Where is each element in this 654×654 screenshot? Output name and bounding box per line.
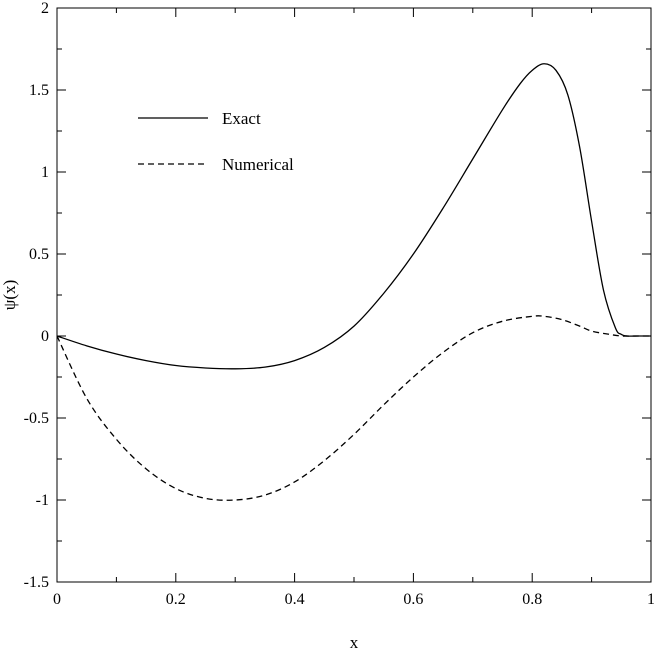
x-tick-label: 1 [647,591,654,608]
x-axis-label: x [350,633,359,652]
x-tick-label: 0.2 [166,591,186,608]
x-tick-label: 0.8 [522,591,542,608]
x-tick-label: 0.4 [285,591,305,608]
y-tick-label: 2 [41,0,49,17]
series-line-exact [56,63,651,370]
legend-label-numerical: Numerical [222,155,294,174]
legend: Exact Numerical [138,109,294,174]
x-tick-label: 0 [53,591,61,608]
y-tick-label: 1 [41,164,49,181]
y-tick-label: -1 [36,492,49,509]
series-line-numerical [56,315,651,501]
y-tick-label: -1.5 [24,574,49,591]
y-tick-label: 1.5 [29,82,49,99]
x-tick-label: 0.6 [403,591,423,608]
y-tick-label: -0.5 [24,410,49,427]
axis-ticks: 0 0.2 0.4 0.6 0.8 1 -1.5 -1 -0.5 0 0.5 1 1.5 2 [24,0,654,608]
y-axis-label: ψ(x) [0,280,19,310]
y-tick-label: 0 [41,328,49,345]
series-group [56,63,651,501]
y-tick-label: 0.5 [29,246,49,263]
legend-label-exact: Exact [222,109,261,128]
plot-frame [56,7,652,583]
